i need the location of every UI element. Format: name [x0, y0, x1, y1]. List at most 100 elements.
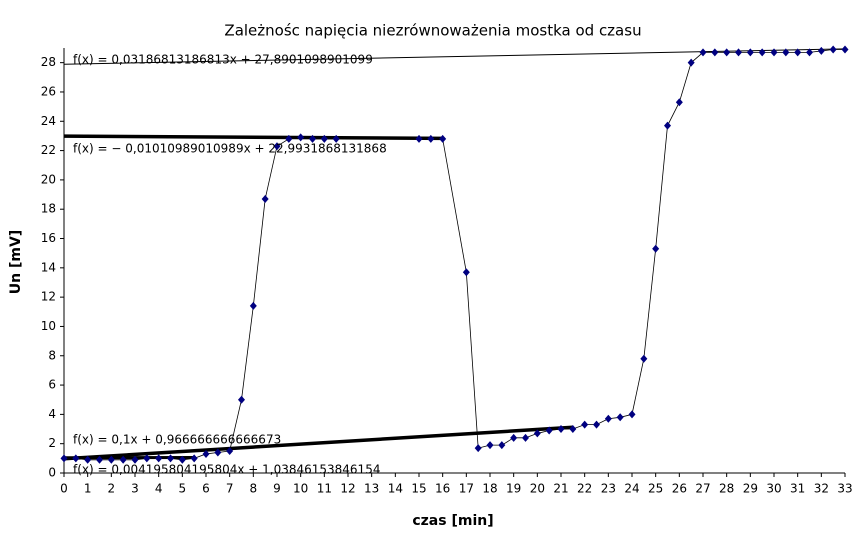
x-tick-label: 10 [293, 482, 308, 496]
x-tick-label: 7 [226, 482, 234, 496]
data-point [285, 134, 293, 143]
data-point [320, 134, 328, 143]
x-tick-label: 0 [60, 482, 68, 496]
data-point [167, 454, 174, 463]
x-tick-label: 30 [766, 482, 781, 496]
trend-line [63, 134, 443, 141]
data-point [545, 426, 553, 435]
data-point [178, 455, 186, 464]
y-tick-label: 22 [41, 143, 56, 157]
y-tick-label: 26 [41, 84, 56, 98]
x-tick-label: 18 [482, 482, 497, 496]
data-point [557, 425, 565, 434]
x-tick-label: 4 [155, 482, 163, 496]
x-tick-label: 25 [648, 482, 663, 496]
data-point [664, 121, 671, 130]
data-point [84, 455, 92, 464]
trendline-equation: f(x) = − 0,01010989010989x + 22,99318681… [73, 142, 387, 156]
y-axis-label: Un [mV] [8, 230, 24, 294]
x-tick-label: 28 [719, 482, 734, 496]
x-tick-label: 33 [837, 482, 852, 496]
data-point [462, 268, 470, 277]
data-point [332, 134, 340, 143]
y-tick-label: 20 [41, 172, 56, 186]
x-tick-label: 31 [790, 482, 805, 496]
x-tick-label: 17 [459, 482, 474, 496]
data-point [273, 142, 281, 151]
data-point [770, 48, 778, 57]
y-tick-label: 16 [41, 231, 56, 245]
y-tick-label: 6 [48, 378, 56, 392]
data-point [616, 413, 624, 422]
x-tick-label: 20 [530, 482, 545, 496]
x-tick-label: 19 [506, 482, 521, 496]
x-tick-label: 15 [411, 482, 426, 496]
data-point [628, 410, 636, 419]
data-point [723, 48, 731, 57]
trend-line [63, 425, 573, 461]
data-point [746, 48, 754, 57]
data-point [107, 455, 115, 464]
data-point [474, 444, 482, 453]
x-tick-label: 29 [743, 482, 758, 496]
data-point [297, 133, 305, 142]
x-tick-label: 11 [317, 482, 332, 496]
data-point [60, 454, 68, 463]
y-tick-label: 18 [41, 202, 56, 216]
chart-title: Zależnośc napięcia niezrównoważenia most… [224, 22, 641, 40]
y-tick-label: 28 [41, 55, 56, 69]
y-tick-label: 10 [41, 319, 56, 333]
x-tick-label: 21 [553, 482, 568, 496]
y-tick-label: 14 [41, 260, 56, 274]
y-tick-label: 8 [48, 348, 56, 362]
y-tick-label: 24 [41, 114, 56, 128]
x-tick-label: 14 [388, 482, 403, 496]
y-tick-label: 4 [48, 407, 56, 421]
data-point [427, 134, 435, 143]
x-tick-label: 2 [108, 482, 116, 496]
data-point [533, 429, 541, 438]
data-point [72, 454, 80, 463]
data-point [249, 301, 257, 310]
data-point [226, 447, 234, 456]
data-point [735, 48, 742, 57]
x-tick-label: 6 [202, 482, 210, 496]
data-point [498, 441, 506, 450]
x-tick-label: 5 [179, 482, 187, 496]
data-point [806, 48, 813, 57]
data-point [687, 58, 695, 67]
data-point [190, 454, 198, 463]
data-point [782, 48, 790, 57]
x-tick-label: 26 [672, 482, 687, 496]
x-tick-label: 23 [601, 482, 616, 496]
data-point [415, 134, 423, 143]
x-tick-label: 12 [340, 482, 355, 496]
data-point [711, 48, 719, 57]
data-point [569, 425, 577, 434]
trendline-equation: f(x) = 0,004195804195804x + 1,0384615384… [73, 463, 380, 477]
data-point [829, 45, 837, 54]
x-tick-label: 3 [131, 482, 139, 496]
data-point [238, 395, 245, 404]
data-point [439, 134, 447, 143]
data-point [155, 454, 163, 463]
data-point [652, 244, 660, 253]
data-point [202, 449, 210, 458]
data-point [794, 48, 802, 57]
data-point [593, 420, 600, 429]
x-tick-label: 24 [624, 482, 639, 496]
x-tick-label: 32 [814, 482, 829, 496]
data-point [699, 48, 707, 57]
trendline-equation: f(x) = 0,03186813186813x + 27,8901098901… [73, 53, 373, 67]
data-point [309, 134, 316, 143]
x-tick-label: 22 [577, 482, 592, 496]
data-point [640, 354, 648, 363]
data-point [604, 414, 612, 423]
data-point [522, 433, 529, 442]
trendline-equation: f(x) = 0,1x + 0,966666666666673 [73, 433, 281, 447]
y-tick-label: 12 [41, 290, 56, 304]
data-point [510, 433, 518, 442]
data-point [143, 454, 151, 463]
data-point [119, 455, 127, 464]
data-point [96, 455, 103, 464]
